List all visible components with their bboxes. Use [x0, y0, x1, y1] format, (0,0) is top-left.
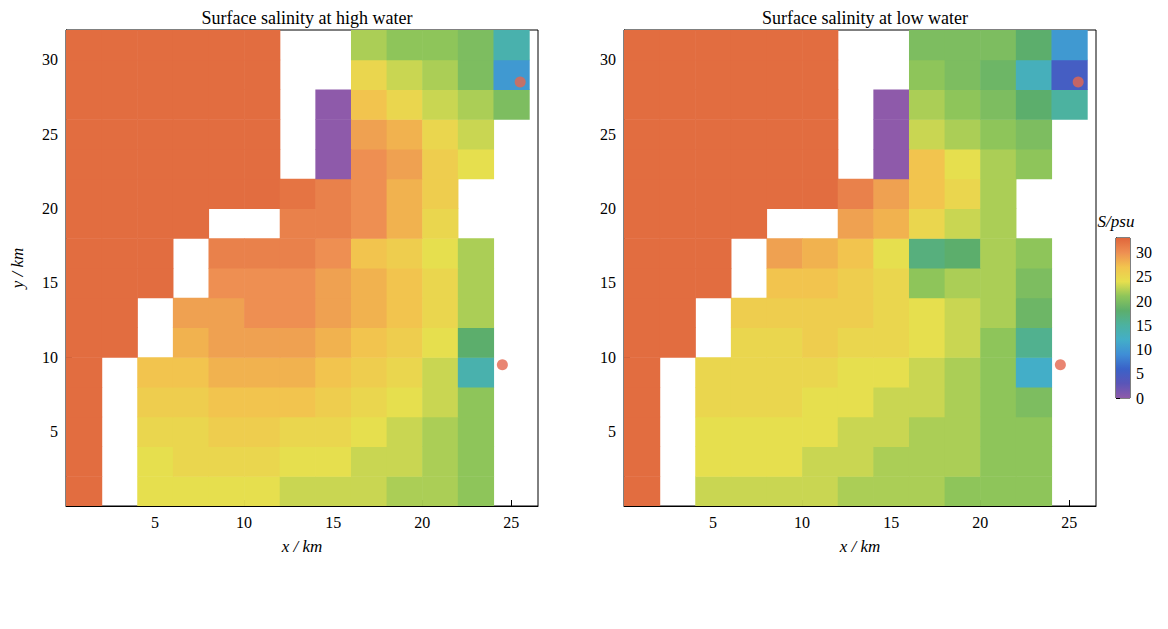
svg-text:20: 20 [42, 200, 58, 217]
svg-text:20: 20 [1136, 293, 1152, 310]
svg-text:x / km: x / km [281, 537, 323, 556]
svg-text:5: 5 [709, 514, 717, 531]
svg-text:10: 10 [600, 349, 616, 366]
svg-text:15: 15 [883, 514, 899, 531]
svg-text:15: 15 [1136, 317, 1152, 334]
svg-text:20: 20 [600, 200, 616, 217]
svg-text:5: 5 [608, 423, 616, 440]
svg-text:30: 30 [1136, 244, 1152, 261]
svg-text:25: 25 [503, 514, 519, 531]
svg-text:25: 25 [1136, 268, 1152, 285]
svg-text:10: 10 [42, 349, 58, 366]
svg-text:30: 30 [600, 51, 616, 68]
svg-text:30: 30 [42, 51, 58, 68]
svg-text:Surface salinity at high water: Surface salinity at high water [202, 8, 413, 28]
svg-text:15: 15 [600, 274, 616, 291]
svg-text:5: 5 [1136, 365, 1144, 382]
svg-text:Surface salinity at low water: Surface salinity at low water [762, 8, 968, 28]
svg-text:10: 10 [236, 514, 252, 531]
svg-text:0: 0 [1136, 390, 1144, 407]
svg-text:25: 25 [42, 126, 58, 143]
svg-text:y / km: y / km [8, 248, 27, 291]
svg-text:15: 15 [325, 514, 341, 531]
svg-text:15: 15 [42, 274, 58, 291]
svg-text:25: 25 [1061, 514, 1077, 531]
svg-text:25: 25 [600, 126, 616, 143]
svg-text:5: 5 [151, 514, 159, 531]
svg-text:10: 10 [794, 514, 810, 531]
svg-text:S/psu: S/psu [1098, 212, 1135, 231]
svg-text:20: 20 [972, 514, 988, 531]
svg-text:10: 10 [1136, 341, 1152, 358]
svg-text:20: 20 [414, 514, 430, 531]
svg-text:x / km: x / km [839, 537, 881, 556]
svg-text:5: 5 [50, 423, 58, 440]
